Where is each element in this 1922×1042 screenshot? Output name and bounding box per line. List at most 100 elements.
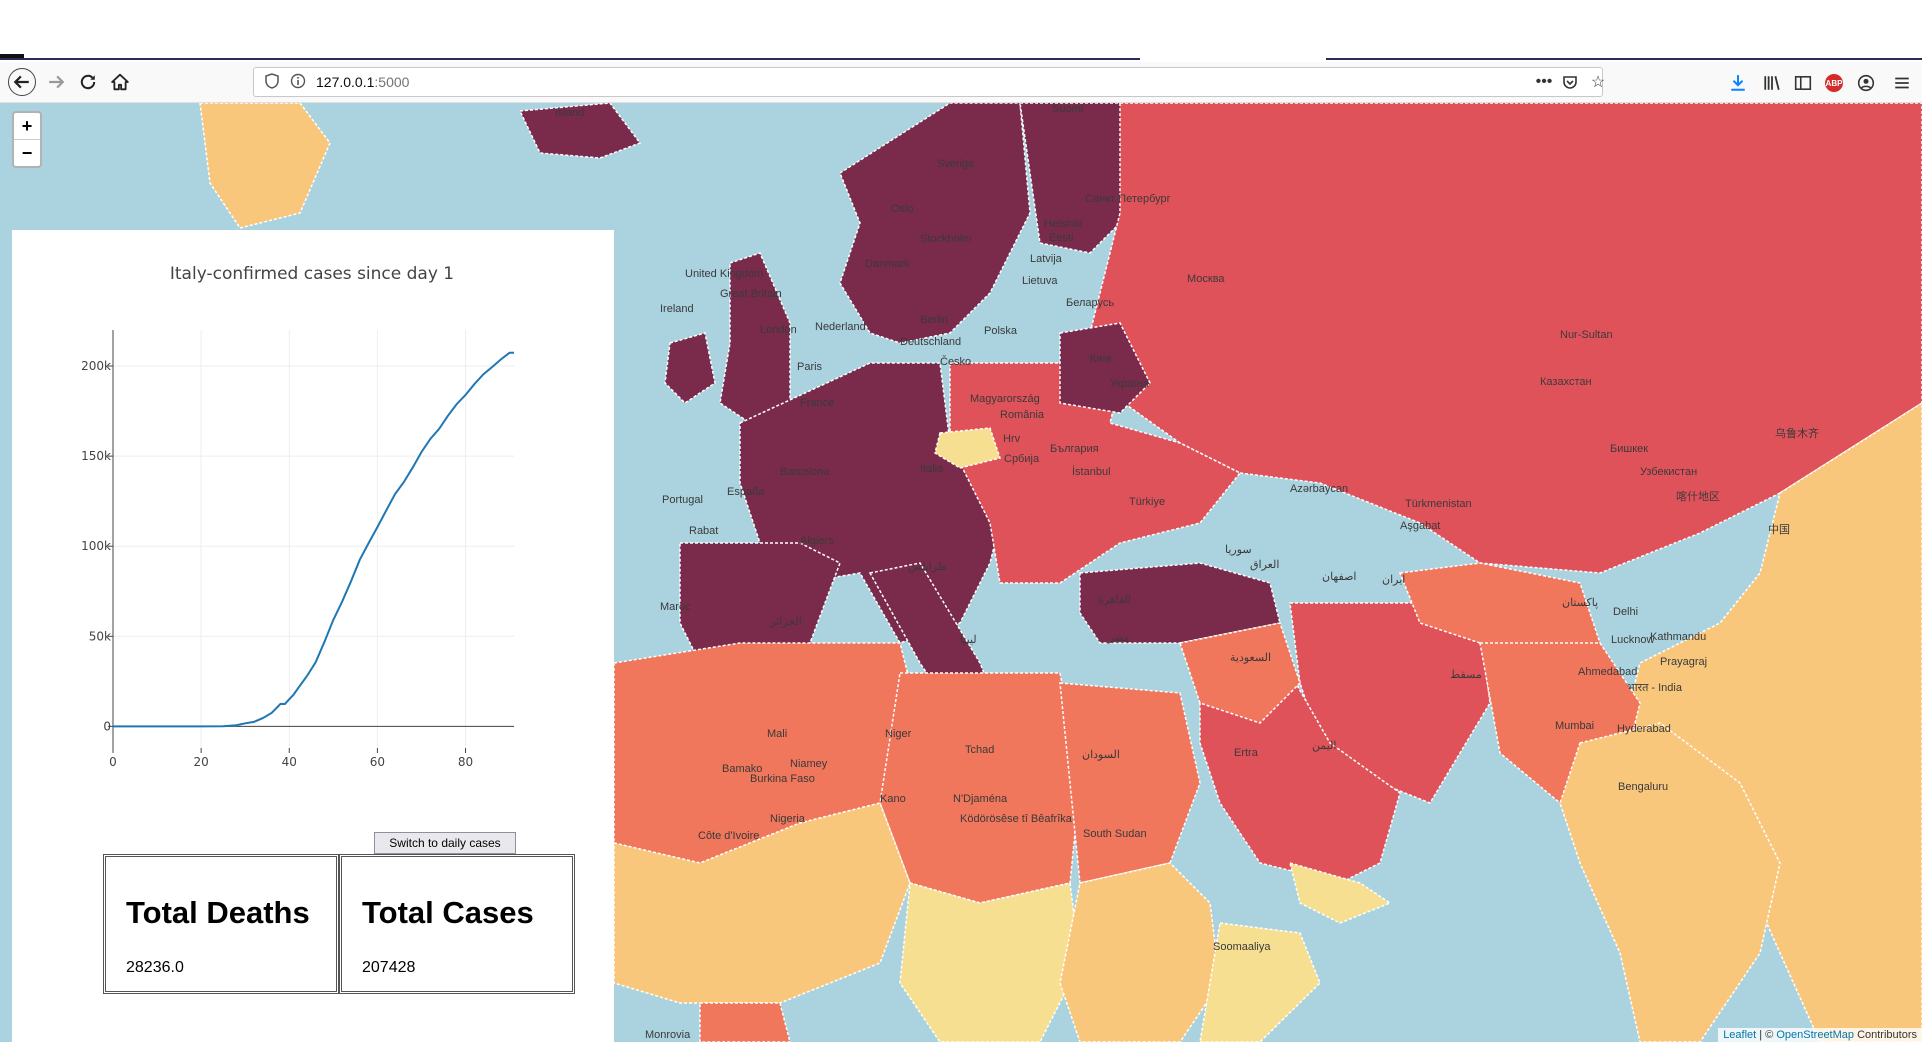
map-place-label: भारत - India <box>1627 682 1682 694</box>
map-place-label: Maroc <box>660 601 691 613</box>
map-place-label: Azərbaycan <box>1290 483 1349 495</box>
choropleth-map[interactable]: + − Island Suomi Sverige Oslo Helsinki Санкт … <box>0 103 1922 1042</box>
map-place-label: Mumbai <box>1555 720 1595 732</box>
map-place-label: Niamey <box>790 758 828 770</box>
download-icon[interactable] <box>1727 72 1749 94</box>
total-cases-label: Total Cases <box>362 895 534 930</box>
x-tick-label: 80 <box>458 755 473 769</box>
tab-strip <box>0 0 1922 62</box>
map-place-label: Česko <box>940 356 972 368</box>
map-place-label: السعودية <box>1230 652 1272 664</box>
map-place-label: France <box>800 397 835 409</box>
y-tick-label: 0 <box>103 719 111 733</box>
map-place-label: Україна <box>1110 378 1149 390</box>
map-place-label: Polska <box>984 325 1018 337</box>
map-place-label: United Kingdom <box>685 268 764 280</box>
map-place-label: Barcelona <box>780 466 830 478</box>
map-place-label: Türkiye <box>1129 496 1166 508</box>
back-icon[interactable] <box>8 68 36 96</box>
map-place-label: Kano <box>880 793 906 805</box>
map-place-label: London <box>760 324 797 336</box>
map-place-label: Côte d'Ivoire <box>698 830 760 842</box>
reload-icon[interactable] <box>74 68 102 96</box>
tab-strip-line <box>0 58 1140 60</box>
sidebar-icon[interactable] <box>1792 72 1814 94</box>
map-place-label: Stockholm <box>920 233 972 245</box>
total-cases-card: Total Cases 207428 <box>339 854 575 994</box>
map-place-label: Latvija <box>1030 253 1062 265</box>
y-tick-label: 100k <box>81 539 111 553</box>
map-place-label: Србија <box>1004 453 1040 465</box>
map-place-label: Soomaaliya <box>1213 941 1271 953</box>
pocket-icon[interactable] <box>1560 72 1580 92</box>
map-place-label: Tchad <box>965 744 995 756</box>
map-place-label: Москва <box>1187 273 1225 285</box>
map-place-label: طرابلس <box>908 561 947 573</box>
map-place-label: Great Britain <box>720 288 782 300</box>
map-place-label: Nur-Sultan <box>1560 329 1613 341</box>
map-place-label: Київ <box>1090 353 1112 365</box>
map-place-label: South Sudan <box>1083 828 1147 840</box>
map-place-label: Island <box>555 107 585 119</box>
zoom-in-button[interactable]: + <box>14 113 40 140</box>
adblock-icon[interactable]: ABP <box>1823 72 1845 94</box>
cases-line-chart[interactable]: 0 20 40 60 80 0 50k 100k 150k 200k <box>12 230 614 850</box>
map-place-label: 喀什地区 <box>1676 491 1720 503</box>
library-icon[interactable] <box>1761 72 1783 94</box>
map-place-label: İstanbul <box>1072 466 1111 478</box>
map-place-label: الجزائر <box>770 616 802 628</box>
map-attribution: Leaflet | © OpenStreetMap Contributors <box>1718 1028 1922 1042</box>
map-place-label: Nederland <box>815 321 866 333</box>
info-icon[interactable] <box>290 73 306 89</box>
account-icon[interactable] <box>1855 72 1877 94</box>
menu-icon[interactable] <box>1891 72 1913 94</box>
map-place-label: Monrovia <box>645 1029 691 1041</box>
map-place-label: Бишкек <box>1610 443 1649 455</box>
map-place-label: Danmark <box>865 258 910 270</box>
map-place-label: Hrv <box>1003 433 1021 445</box>
zoom-control: + − <box>12 111 42 168</box>
map-place-label: ایران <box>1382 574 1406 586</box>
chart-title: Italy-confirmed cases since day 1 <box>169 264 455 284</box>
map-place-label: Suomi <box>1052 103 1084 115</box>
osm-link[interactable]: OpenStreetMap <box>1776 1029 1855 1041</box>
map-place-label: 中国 <box>1768 524 1790 536</box>
more-icon[interactable]: ••• <box>1535 73 1553 90</box>
map-place-label: Portugal <box>662 494 703 506</box>
forward-icon[interactable] <box>42 68 70 96</box>
map-place-label: اليمن <box>1312 740 1337 752</box>
map-place-label: پاکستان <box>1562 597 1599 609</box>
map-place-label: Niger <box>885 728 912 740</box>
map-place-label: Санкт Петербург <box>1085 193 1171 205</box>
map-place-label: Aşgabat <box>1400 520 1441 532</box>
home-icon[interactable] <box>106 68 134 96</box>
zoom-out-button[interactable]: − <box>21 142 33 163</box>
map-place-label: España <box>727 486 765 498</box>
map-place-label: Ireland <box>660 303 694 315</box>
browser-navbar: 127.0.0.1:5000 ••• ☆ ABP <box>0 62 1922 103</box>
map-place-label: N'Djaména <box>953 793 1008 805</box>
map-place-label: مسقط <box>1450 669 1482 681</box>
map-place-label: Sverige <box>937 158 975 170</box>
bookmark-star-icon[interactable]: ☆ <box>1590 74 1606 91</box>
map-place-label: Magyarország <box>970 393 1040 405</box>
map-place-label: اصفهان <box>1322 571 1357 583</box>
map-place-label: Paris <box>797 361 823 373</box>
url-text[interactable]: 127.0.0.1:5000 <box>316 74 410 90</box>
active-tab-indicator[interactable] <box>0 54 24 58</box>
x-tick-label: 40 <box>282 755 297 769</box>
total-deaths-label: Total Deaths <box>126 895 310 930</box>
url-bar[interactable]: 127.0.0.1:5000 ••• ☆ <box>253 67 1605 97</box>
map-place-label: القاهرة <box>1098 594 1131 606</box>
x-tick-label: 0 <box>109 755 117 769</box>
leaflet-link[interactable]: Leaflet <box>1723 1029 1757 1041</box>
map-place-label: Lietuva <box>1022 275 1058 287</box>
map-place-label: România <box>1000 409 1045 421</box>
map-place-label: سوريا <box>1225 544 1252 556</box>
map-regions <box>199 103 1922 1042</box>
switch-daily-cases-button[interactable]: Switch to daily cases <box>374 832 516 854</box>
shield-icon[interactable] <box>264 73 280 89</box>
map-place-label: Lucknow <box>1611 634 1655 646</box>
map-place-label: Oslo <box>891 203 914 215</box>
map-place-label: Ertra <box>1234 747 1258 759</box>
